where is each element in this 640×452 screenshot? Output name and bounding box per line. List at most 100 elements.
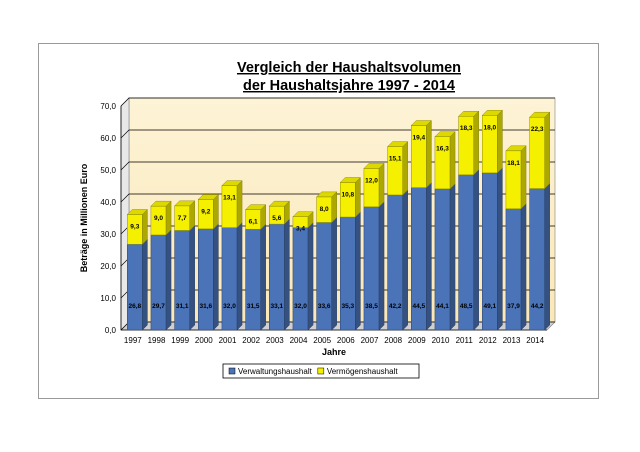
bar-side (520, 203, 527, 331)
bar-stack-2007: 38,5 12,0 (363, 162, 385, 331)
chart-title-line-1: Vergleich der Haushaltsvolumen (237, 60, 461, 76)
bar-side (260, 223, 266, 331)
bar-side (426, 182, 432, 331)
bar-top (221, 180, 243, 186)
bar-top (174, 200, 196, 207)
data-label: 44,1 (436, 303, 449, 310)
bar-stack-2004: 32,0 3,4 (292, 211, 314, 331)
chart-frame: Vergleich der Haushaltsvolumen der Haush… (38, 43, 599, 399)
x-tick-label: 2003 (266, 336, 284, 345)
bar-side (378, 162, 385, 208)
bar-stack-2012: 49,1 18,0 (481, 109, 503, 331)
bar-side (544, 111, 550, 190)
y-tick-label: 50,0 (100, 166, 116, 175)
legend-label: Verwaltungshaushalt (238, 367, 313, 376)
bar-stack-2008: 42,2 15,1 (387, 141, 409, 331)
bar-side (426, 120, 432, 189)
bar-side (520, 145, 527, 210)
data-label: 32,0 (294, 303, 307, 310)
bar-side (473, 169, 479, 331)
bar-side (307, 222, 314, 331)
bar-side (497, 109, 503, 174)
data-label: 44,5 (413, 303, 426, 310)
bar-side (402, 141, 408, 196)
x-tick-label: 1999 (171, 336, 189, 345)
bar-top (292, 211, 314, 217)
bar-stack-2003: 33,1 5,6 (268, 200, 290, 331)
bar-stack-2014: 44,2 22,3 (529, 111, 551, 331)
y-tick-label: 70,0 (100, 102, 116, 111)
bar-verwaltung (269, 223, 285, 331)
bar-verwaltung (150, 234, 167, 331)
bar-top (245, 204, 267, 210)
data-label: 3,4 (296, 226, 305, 233)
data-label: 44,2 (531, 303, 544, 310)
legend-swatch (317, 367, 325, 375)
bar-stack-2010: 44,1 16,3 (434, 131, 456, 331)
legend: Verwaltungshaushalt Vermögenshaushalt (222, 363, 420, 379)
data-label: 35,3 (342, 303, 355, 310)
bar-side (165, 229, 172, 331)
data-label: 19,4 (413, 135, 426, 142)
y-tick-label: 0,0 (105, 326, 117, 335)
bar-top (363, 163, 385, 169)
data-label: 15,1 (389, 156, 402, 163)
y-axis-label: Beträge in Millionen Euro (79, 163, 89, 272)
bar-stack-2005: 33,6 8,0 (316, 191, 338, 331)
bar-side (142, 238, 148, 331)
y-tick-label: 40,0 (100, 198, 116, 207)
bar-verwaltung (363, 206, 380, 331)
x-tick-label: 2010 (432, 336, 450, 345)
data-label: 48,5 (460, 303, 473, 310)
data-label: 32,0 (223, 303, 236, 310)
bar-stack-2001: 32,0 13,1 (221, 180, 243, 331)
data-label: 18,1 (507, 160, 520, 167)
x-tick-label: 2011 (456, 336, 474, 345)
bar-stack-2002: 31,5 6,1 (245, 204, 267, 331)
bar-side (142, 208, 148, 245)
bar-top (150, 200, 172, 207)
x-tick-label: 2009 (408, 336, 426, 345)
bar-side (402, 189, 408, 331)
data-label: 10,8 (342, 191, 355, 198)
bar-top (410, 120, 432, 126)
bar-stack-1998: 29,7 9,0 (150, 200, 172, 331)
data-label: 16,3 (436, 146, 449, 153)
bar-verwaltung (505, 208, 522, 331)
plot-area: 0,0 10,0 20,0 30,0 40,0 50,0 60,0 70,0 26,8 9,3 19… (100, 97, 556, 345)
x-tick-label: 2001 (219, 336, 237, 345)
bar-verwaltung (174, 230, 190, 331)
bar-side (449, 183, 456, 331)
bar-verwaltung (221, 227, 238, 331)
x-tick-label: 2013 (503, 336, 521, 345)
bar-side (544, 183, 550, 331)
data-label: 6,1 (249, 219, 258, 226)
bar-vermoegen (434, 136, 451, 190)
data-label: 31,1 (176, 303, 189, 310)
bar-top (387, 141, 409, 147)
bar-stack-1999: 31,1 7,7 (174, 200, 196, 331)
data-label: 13,1 (223, 195, 236, 202)
bar-top (339, 177, 361, 183)
bar-side (355, 211, 361, 331)
stacked-bar-chart: Vergleich der Haushaltsvolumen der Haush… (79, 60, 556, 379)
x-tick-label: 2002 (242, 336, 260, 345)
data-label: 33,1 (271, 303, 284, 310)
bar-side (284, 218, 290, 331)
bar-side (331, 216, 337, 331)
bar-top (434, 131, 456, 137)
data-label: 49,1 (484, 303, 497, 310)
bar-top (505, 145, 527, 152)
x-tick-label: 2007 (361, 336, 379, 345)
bar-verwaltung (127, 243, 143, 331)
x-tick-label: 2000 (195, 336, 213, 345)
chart-title-line-2: der Haushaltsjahre 1997 - 2014 (243, 78, 455, 94)
x-tick-label: 2005 (313, 336, 331, 345)
data-label: 18,3 (460, 125, 473, 132)
data-label: 22,3 (531, 126, 544, 133)
bar-side (473, 110, 479, 176)
bar-side (378, 201, 385, 331)
x-tick-label: 2008 (384, 336, 402, 345)
bar-side (236, 222, 243, 331)
x-tick-label: 2012 (479, 336, 497, 345)
